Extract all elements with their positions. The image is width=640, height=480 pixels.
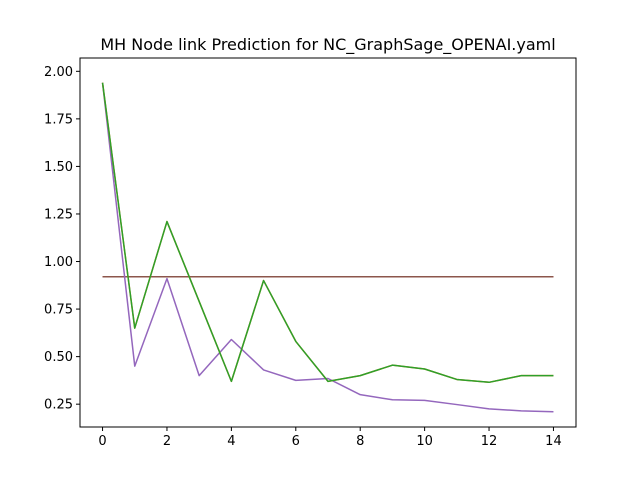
plot-frame: [79, 57, 577, 428]
x-tick-label: 4: [227, 434, 235, 449]
y-tick-label: 1.25: [44, 207, 73, 222]
y-tick-label: 0.25: [44, 398, 73, 413]
x-axis: 0 2 4 6 8 10 12 14: [98, 427, 562, 449]
y-tick-label: 2.00: [44, 65, 73, 80]
x-tick-label: 10: [416, 434, 433, 449]
chart-title: MH Node link Prediction for NC_GraphSage…: [100, 35, 555, 55]
x-tick-label: 0: [98, 434, 106, 449]
series-layer: [101, 82, 554, 413]
x-tick-label: 14: [545, 434, 562, 449]
x-tick-label: 2: [163, 434, 171, 449]
series-line-3: [101, 82, 554, 413]
y-tick-label: 1.00: [44, 255, 73, 270]
x-tick-label: 8: [356, 434, 364, 449]
series-line-4: [101, 82, 554, 384]
x-tick-label: 6: [292, 434, 300, 449]
y-tick-label: 1.50: [44, 160, 73, 175]
y-tick-label: 1.75: [44, 112, 73, 127]
series-line-5: [101, 82, 554, 384]
y-axis: 0.25 0.50 0.75 1.00 1.25 1.50 1.75 2.00: [44, 65, 80, 413]
x-tick-label: 12: [481, 434, 498, 449]
y-tick-label: 0.75: [44, 303, 73, 318]
y-tick-label: 0.50: [44, 350, 73, 365]
